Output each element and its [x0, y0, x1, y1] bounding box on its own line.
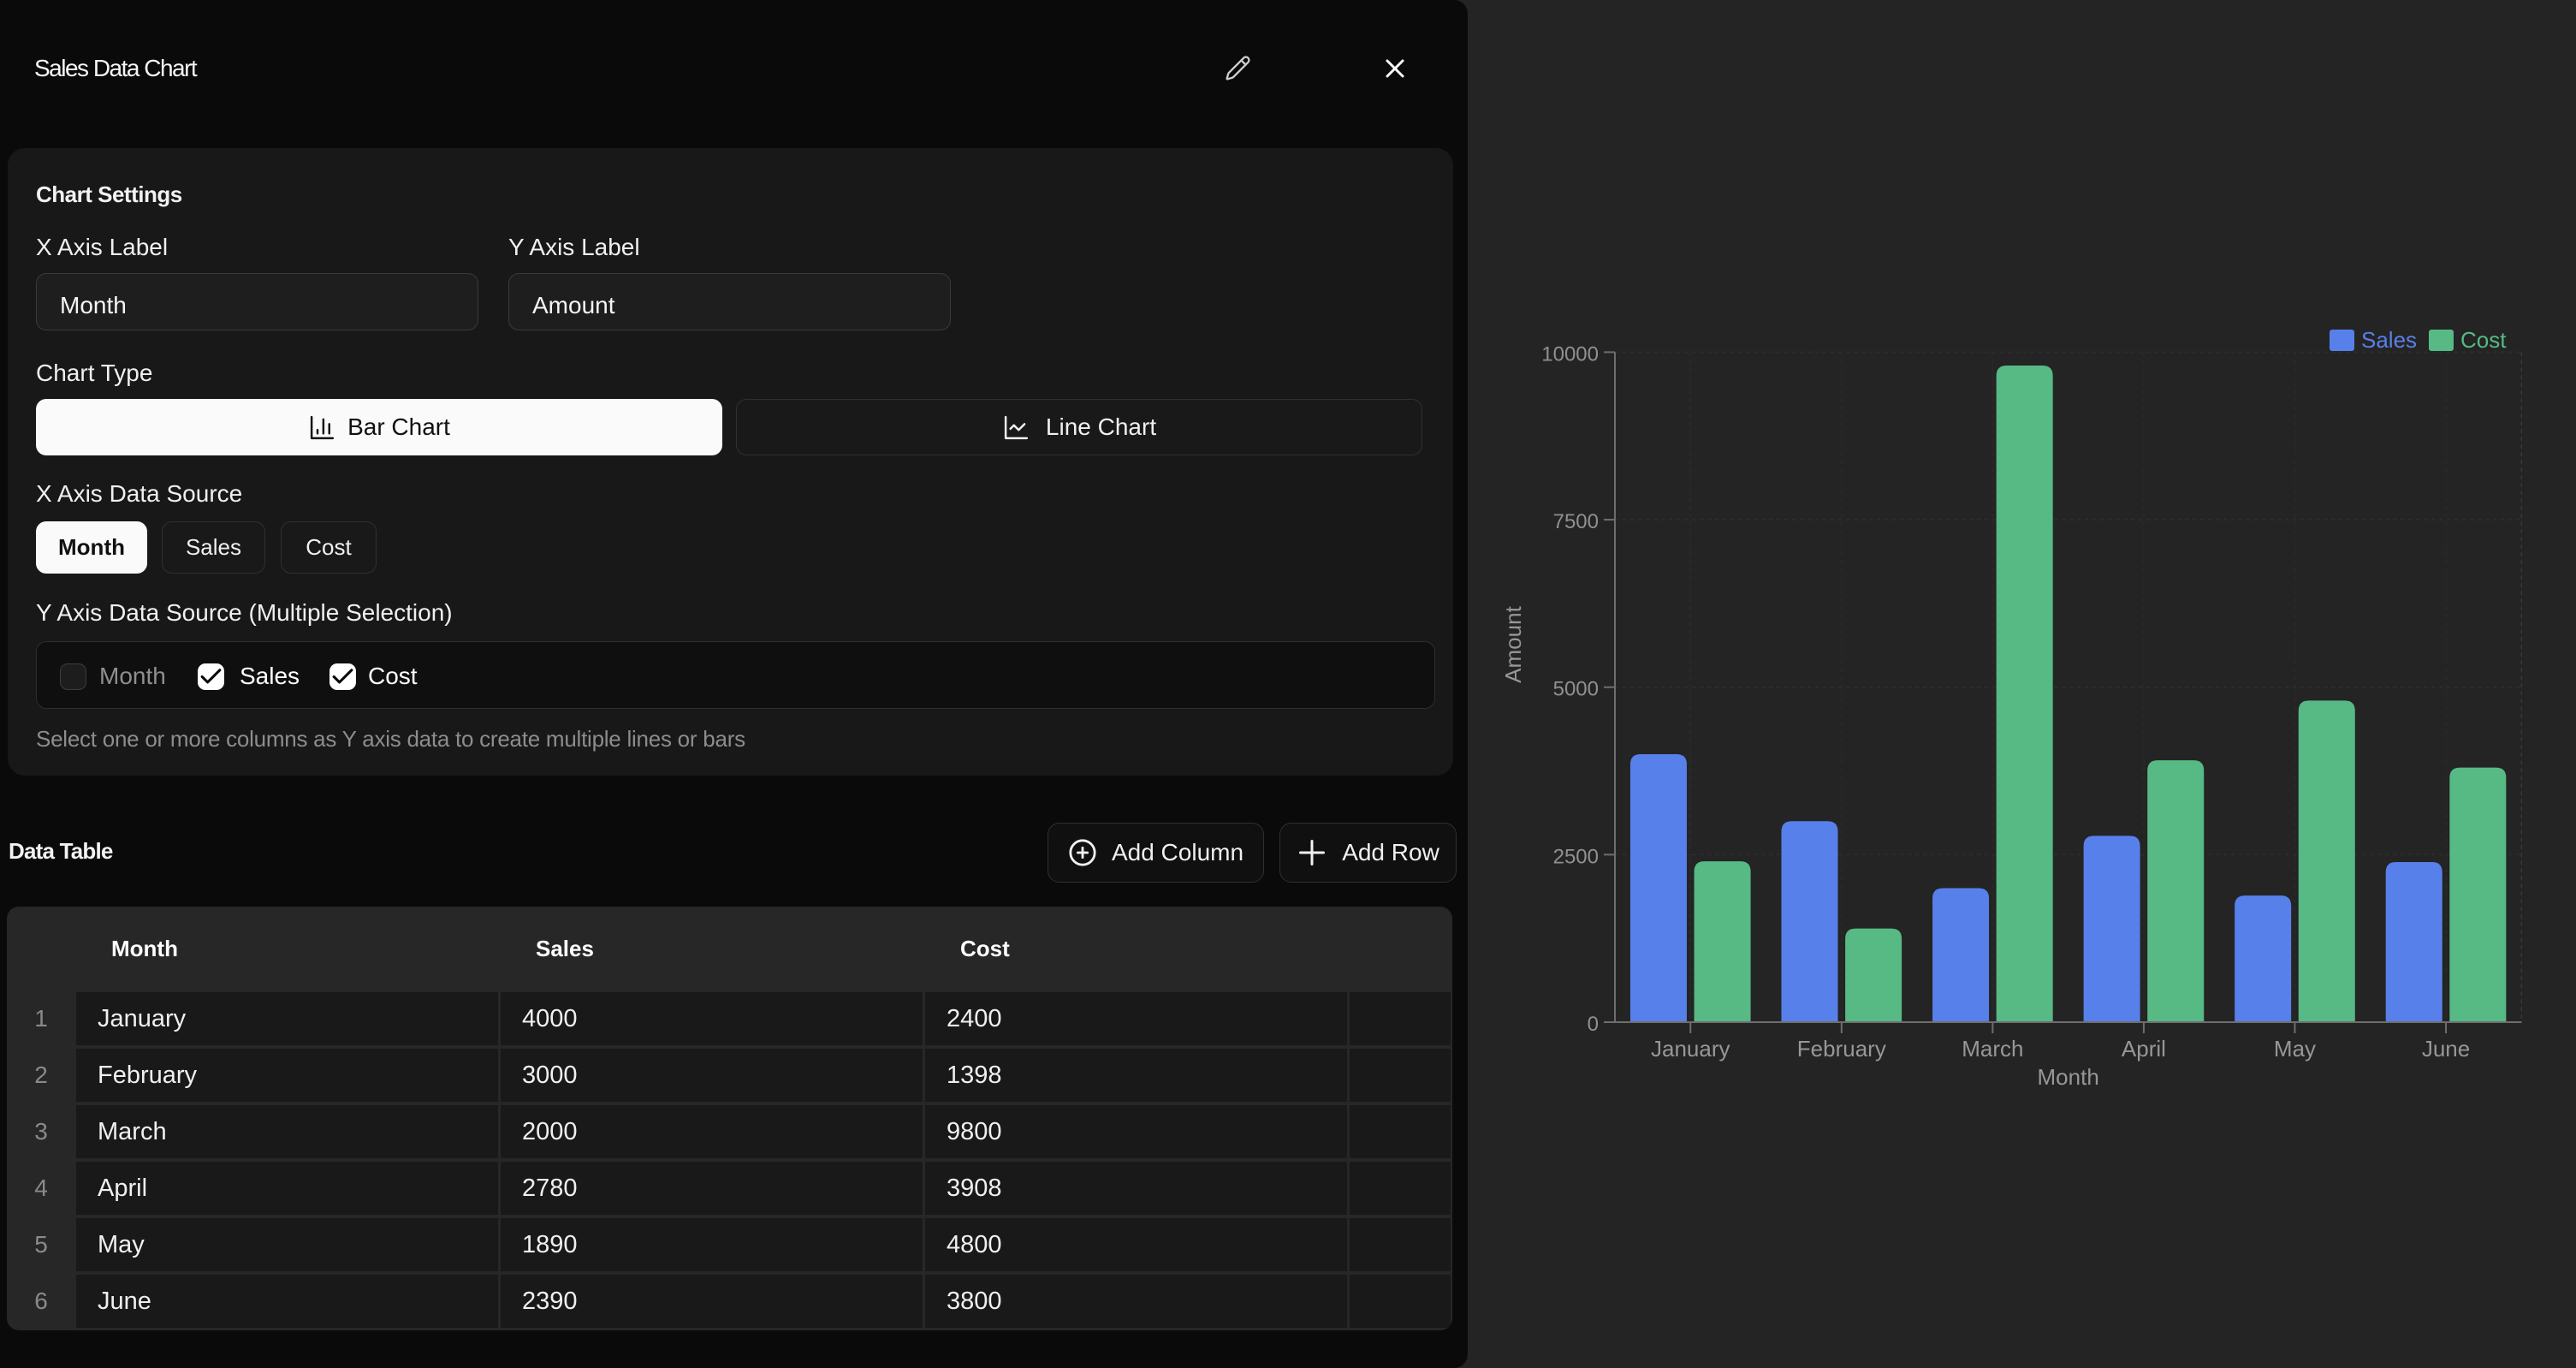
svg-text:7500: 7500: [1553, 510, 1599, 533]
svg-text:April: April: [2122, 1036, 2166, 1062]
svg-text:January: January: [1651, 1036, 1730, 1062]
svg-text:February: February: [1797, 1036, 1886, 1062]
svg-text:2500: 2500: [1553, 845, 1599, 868]
svg-text:Cost: Cost: [2460, 327, 2507, 353]
svg-text:5000: 5000: [1553, 678, 1599, 701]
svg-text:Amount: Amount: [1500, 605, 1526, 682]
svg-text:0: 0: [1588, 1013, 1599, 1036]
svg-text:May: May: [2274, 1036, 2316, 1062]
svg-text:Sales: Sales: [2361, 327, 2417, 353]
svg-text:March: March: [1962, 1036, 2023, 1062]
svg-text:10000: 10000: [1541, 342, 1599, 366]
svg-text:Month: Month: [2038, 1064, 2099, 1090]
svg-text:June: June: [2422, 1036, 2470, 1062]
